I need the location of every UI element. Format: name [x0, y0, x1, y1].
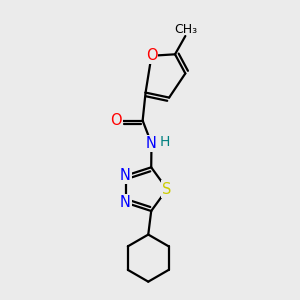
Text: S: S: [162, 182, 172, 197]
Text: N: N: [120, 168, 131, 183]
Text: N: N: [146, 136, 157, 151]
Text: O: O: [146, 48, 157, 63]
Text: O: O: [110, 113, 122, 128]
Text: N: N: [120, 195, 131, 210]
Text: H: H: [160, 135, 170, 149]
Text: CH₃: CH₃: [174, 23, 197, 36]
